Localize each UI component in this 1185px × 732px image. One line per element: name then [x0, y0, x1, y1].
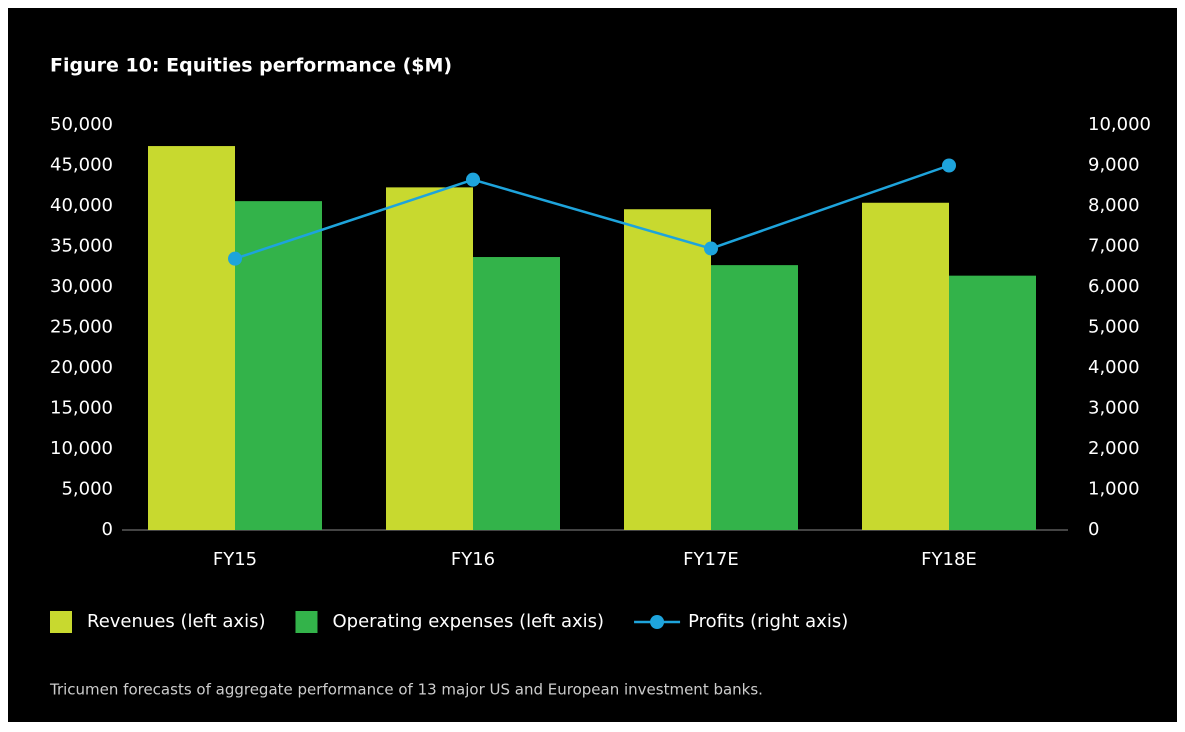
bar	[148, 146, 235, 530]
y-tick-label: 30,000	[50, 276, 113, 297]
line	[234, 164, 950, 260]
y2-tick-label: 3,000	[1088, 398, 1140, 419]
y-tick-label: 50,000	[50, 114, 113, 135]
y2-tick-label: 2,000	[1088, 438, 1140, 459]
x-tick-label: FY18E	[921, 549, 977, 570]
y-tick-label: 25,000	[50, 317, 113, 338]
marker	[704, 241, 718, 256]
bar	[949, 275, 1036, 530]
y-tick-label: 0	[102, 519, 113, 540]
y2-tick-label: 9,000	[1088, 155, 1140, 176]
y-tick-label: 10,000	[50, 438, 113, 459]
chart-title: Figure 10: Equities performance ($M)	[50, 55, 452, 77]
y-tick-label: 45,000	[50, 155, 113, 176]
legend-swatch	[295, 611, 318, 633]
y2-tick-label: 8,000	[1088, 195, 1140, 216]
bar	[473, 257, 560, 530]
y2-tick-label: 0	[1088, 519, 1099, 540]
y2-tick-label: 1,000	[1088, 479, 1140, 500]
bar	[624, 209, 711, 531]
y2-tick-label: 5,000	[1088, 317, 1140, 338]
legend-label: Profits (right axis)	[688, 611, 848, 632]
y-tick-label: 40,000	[50, 195, 113, 216]
bar	[862, 202, 949, 530]
x-tick-label: FY17E	[683, 549, 739, 570]
legend-label: Operating expenses (left axis)	[332, 611, 604, 632]
legend-swatch	[50, 611, 72, 633]
bar	[386, 187, 473, 530]
y2-tick-label: 4,000	[1088, 357, 1140, 378]
bar	[711, 265, 798, 530]
y2-tick-label: 10,000	[1088, 114, 1151, 135]
y-tick-label: 35,000	[50, 236, 113, 257]
marker	[942, 158, 956, 173]
legend-marker	[650, 615, 665, 629]
bar	[235, 201, 322, 530]
marker	[466, 172, 480, 187]
y-tick-label: 15,000	[50, 398, 113, 419]
x-tick-label: FY16	[451, 549, 495, 570]
marker	[228, 251, 242, 266]
y-tick-label: 5,000	[61, 479, 113, 500]
y2-tick-label: 7,000	[1088, 236, 1140, 257]
note: Tricumen forecasts of aggregate performa…	[49, 681, 763, 699]
y2-tick-label: 6,000	[1088, 276, 1140, 297]
legend-label: Revenues (left axis)	[87, 611, 265, 632]
x-tick-label: FY15	[213, 549, 257, 570]
y-tick-label: 20,000	[50, 357, 113, 378]
